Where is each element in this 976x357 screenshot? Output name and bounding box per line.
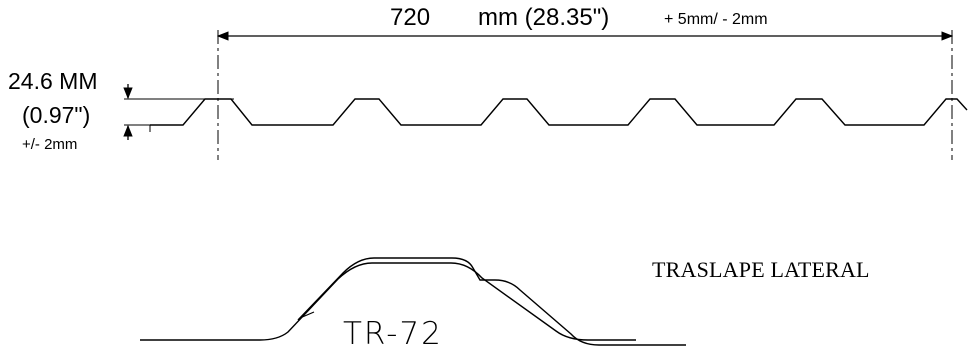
- overlap-contact-line: [299, 311, 315, 319]
- sheet-profile-line: [150, 98, 968, 126]
- overlap-title: TRASLAPE LATERAL: [652, 257, 870, 282]
- width-tolerance-label: + 5mm/ - 2mm: [664, 11, 768, 28]
- width-unit-label: mm (28.35"): [478, 4, 610, 31]
- height-mm-label: 24.6 MM: [8, 68, 98, 94]
- overlap-upper-sheet: [297, 257, 686, 346]
- width-dimension: [216, 30, 954, 160]
- overlap-lower-sheet: [140, 262, 636, 341]
- height-inch-label: (0.97"): [22, 102, 91, 128]
- width-value-label: 720: [390, 4, 431, 31]
- height-tolerance-label: +/- 2mm: [22, 136, 78, 153]
- overlap-detail: [140, 257, 686, 346]
- model-label: TR-72: [343, 316, 443, 352]
